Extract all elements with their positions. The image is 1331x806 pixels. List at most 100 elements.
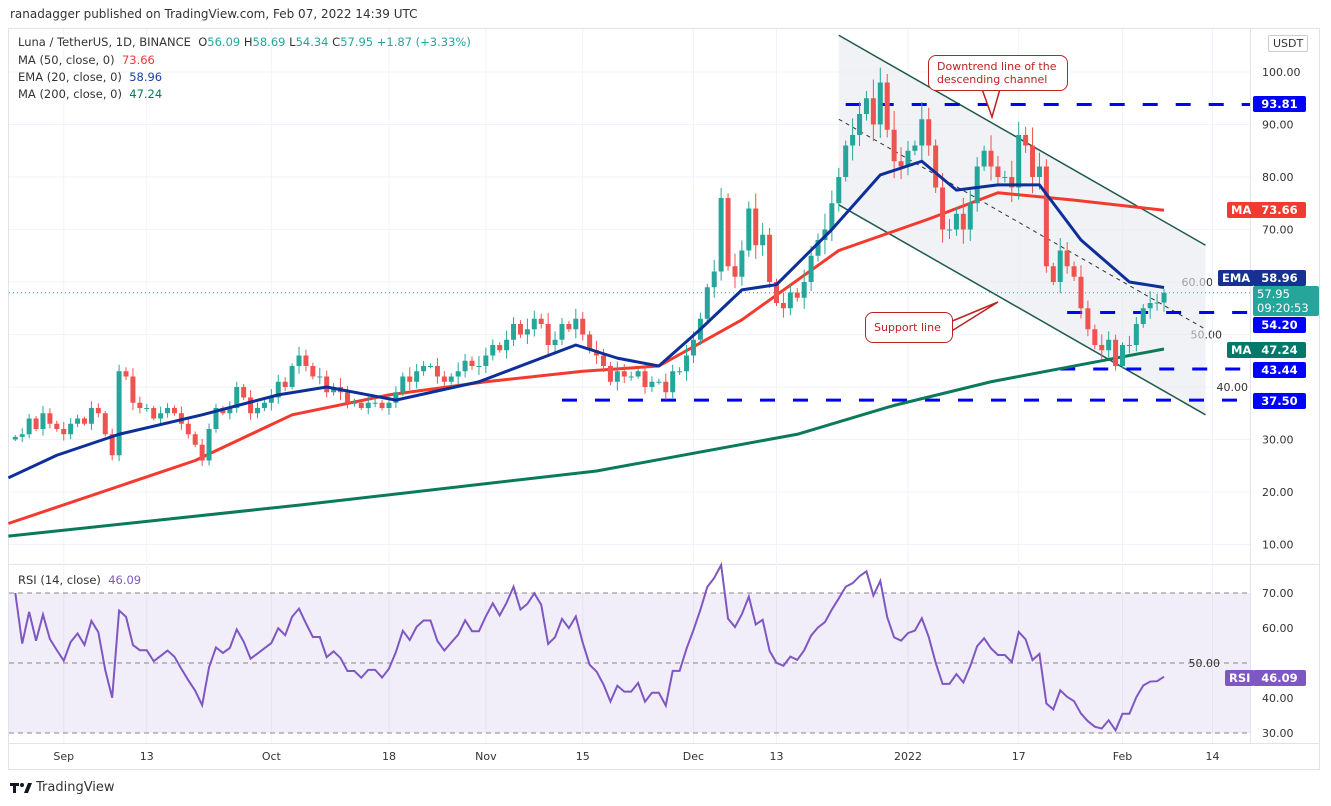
time-tick-label: Oct <box>262 750 282 763</box>
support-annotation[interactable]: Support line <box>865 312 953 343</box>
ma200-line <box>8 347 1165 538</box>
ma200-legend[interactable]: MA (200, close, 0) 47.24 <box>18 87 162 101</box>
price-tick-label: 80.00 <box>1262 171 1294 184</box>
ema20-legend[interactable]: EMA (20, close, 0) 58.96 <box>18 70 162 84</box>
candle-body <box>393 392 399 403</box>
rsi-tick-label: 60.00 <box>1262 622 1294 635</box>
candle-body <box>690 339 696 356</box>
candle-body <box>1085 308 1091 330</box>
candle-body <box>829 203 835 230</box>
candle-body <box>559 324 565 340</box>
candle-body <box>1120 345 1125 366</box>
candle-body <box>607 366 613 382</box>
candle-body <box>926 119 932 146</box>
candle-body <box>379 402 385 408</box>
candle-body <box>614 371 620 382</box>
candle-body <box>912 145 918 151</box>
candle-body <box>1133 324 1139 345</box>
candle-body <box>504 339 510 351</box>
candle-body <box>358 402 364 408</box>
candle-body <box>344 392 350 403</box>
ma50-tag: MA <box>1227 202 1256 218</box>
candle-body <box>255 408 260 414</box>
ema20-label: EMA (20, close, 0) <box>18 70 122 84</box>
candle-body <box>324 376 330 393</box>
candle-body <box>601 355 606 366</box>
candle-body <box>933 145 939 188</box>
ma50-label: MA (50, close, 0) <box>18 53 115 67</box>
candle-body <box>185 423 191 435</box>
symbol-title: Luna / TetherUS, 1D, BINANCE <box>18 35 191 49</box>
level-37-badge: 37.50 <box>1253 393 1306 409</box>
close-value: 57.95 <box>340 35 374 49</box>
candle-body <box>241 387 247 398</box>
candle-body <box>47 413 53 424</box>
candle-body <box>213 408 219 429</box>
ema-badge: 58.96 <box>1253 270 1306 286</box>
candle-body <box>1099 345 1105 351</box>
candle-body <box>365 402 371 408</box>
candle-body <box>960 213 966 230</box>
ma50-value: 73.66 <box>121 53 155 67</box>
rsi-tick-label: 50.00 <box>1189 657 1221 670</box>
candle-body <box>1016 135 1022 188</box>
candle-body <box>476 366 482 367</box>
candle-body <box>1092 329 1098 345</box>
candle-body <box>877 82 883 125</box>
candle-body <box>88 408 94 424</box>
callout-pointer <box>981 88 1001 120</box>
footer-brand[interactable]: TradingView <box>10 780 115 795</box>
candle-body <box>974 166 980 204</box>
candle-body <box>303 355 309 366</box>
currency-button[interactable]: USDT <box>1268 35 1309 52</box>
candle-body <box>780 303 786 309</box>
candle-body <box>61 429 67 435</box>
candle-body <box>310 366 316 377</box>
ma50-legend[interactable]: MA (50, close, 0) 73.66 <box>18 53 155 67</box>
candle-body <box>171 408 177 414</box>
candle-body <box>109 434 115 456</box>
bar-countdown: 09:20:53 <box>1257 301 1309 315</box>
candle-body <box>870 98 876 125</box>
candle-body <box>1113 339 1119 366</box>
ema-tag: EMA <box>1218 270 1255 286</box>
candle-body <box>1057 250 1063 282</box>
candle-body <box>75 418 81 424</box>
candle-body <box>68 423 74 435</box>
candle-body <box>967 203 973 230</box>
candle-body <box>552 339 558 345</box>
candle-body <box>261 402 267 408</box>
candle-body <box>704 287 710 319</box>
candle-body <box>448 376 454 382</box>
candle-body <box>684 355 690 372</box>
candle-body <box>296 355 302 366</box>
callout-pointer <box>949 301 999 333</box>
change-value: +1.87 (+3.33%) <box>376 35 471 49</box>
candle-body <box>421 366 427 372</box>
candle-body <box>711 271 717 288</box>
candle-body <box>891 129 897 162</box>
candle-body <box>621 371 627 377</box>
channel-lower-line <box>838 204 1206 416</box>
candle-body <box>158 413 164 419</box>
rsi-tick-label: 70.00 <box>1262 587 1294 600</box>
ma200-badge: 47.24 <box>1253 342 1306 358</box>
time-tick-label: 17 <box>1012 750 1026 763</box>
ma200-value: 47.24 <box>129 87 163 101</box>
rsi-legend[interactable]: RSI (14, close) 46.09 <box>18 573 141 587</box>
candle-body <box>351 402 357 404</box>
candle-body <box>670 371 676 393</box>
time-tick-label: 14 <box>1205 750 1219 763</box>
candle-body <box>787 292 793 309</box>
downtrend-annotation[interactable]: Downtrend line of the descending channel <box>928 55 1068 91</box>
time-tick-label: 13 <box>140 750 154 763</box>
candle-body <box>587 334 593 351</box>
candle-body <box>725 198 731 267</box>
candle-body <box>386 402 392 408</box>
candle-body <box>414 371 420 382</box>
candle-body <box>144 408 150 409</box>
candle-body <box>40 413 46 429</box>
open-value: 56.09 <box>207 35 241 49</box>
candle-body <box>462 360 468 372</box>
